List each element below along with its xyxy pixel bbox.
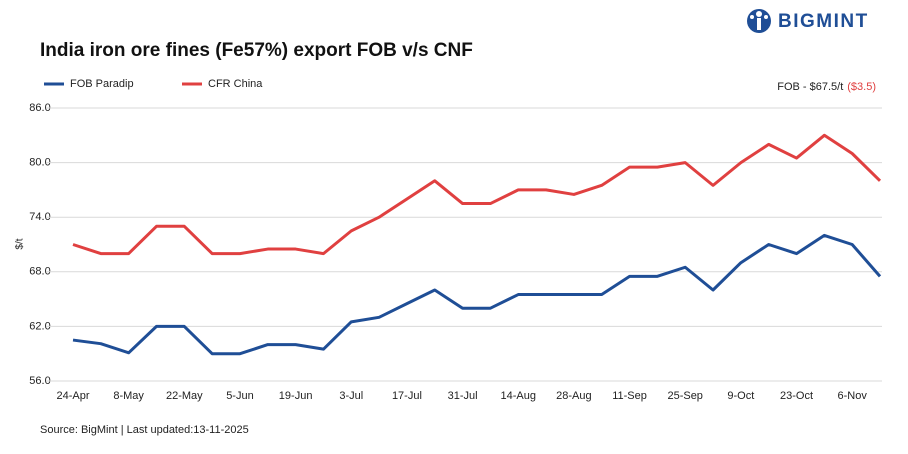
legend-label: FOB Paradip bbox=[70, 78, 134, 90]
x-tick-label: 5-Jun bbox=[226, 390, 254, 402]
brand: BIGMINT bbox=[778, 11, 869, 32]
x-tick-label: 3-Jul bbox=[339, 390, 363, 402]
x-tick-label: 28-Aug bbox=[556, 390, 591, 402]
x-tick-label: 31-Jul bbox=[448, 390, 478, 402]
source: Source: BigMint | Last updated:13-11-202… bbox=[40, 424, 249, 436]
y-tick-label: 68.0 bbox=[29, 266, 50, 278]
annotation: FOB - $67.5/t ($3.5) bbox=[777, 81, 876, 93]
legend-label: CFR China bbox=[208, 78, 263, 90]
annotation-text: FOB - $67.5/t bbox=[777, 81, 843, 93]
y-tick-label: 62.0 bbox=[29, 320, 50, 332]
y-tick-label: 74.0 bbox=[29, 211, 50, 223]
annotation-change: ($3.5) bbox=[847, 81, 876, 93]
y-tick-label: 56.0 bbox=[29, 375, 50, 387]
x-tick-label: 14-Aug bbox=[500, 390, 535, 402]
x-tick-label: 6-Nov bbox=[838, 390, 868, 402]
y-tick-label: 80.0 bbox=[29, 157, 50, 169]
x-tick-label: 17-Jul bbox=[392, 390, 422, 402]
logo: BIGMINT bbox=[747, 9, 869, 33]
x-tick-label: 24-Apr bbox=[56, 390, 89, 402]
x-tick-label: 11-Sep bbox=[612, 390, 647, 402]
series-line bbox=[72, 233, 882, 356]
x-tick-label: 25-Sep bbox=[667, 390, 702, 402]
x-tick-label: 9-Oct bbox=[727, 390, 754, 402]
x-tick-label: 19-Jun bbox=[279, 390, 313, 402]
x-tick-label: 8-May bbox=[113, 390, 144, 402]
chart-title: India iron ore fines (Fe57%) export FOB … bbox=[40, 40, 473, 61]
series-line bbox=[72, 133, 882, 256]
x-tick-label: 23-Oct bbox=[780, 390, 813, 402]
y-tick-label: 86.0 bbox=[29, 102, 50, 114]
x-tick-label: 22-May bbox=[166, 390, 203, 402]
y-axis-label: $/t bbox=[15, 238, 26, 249]
